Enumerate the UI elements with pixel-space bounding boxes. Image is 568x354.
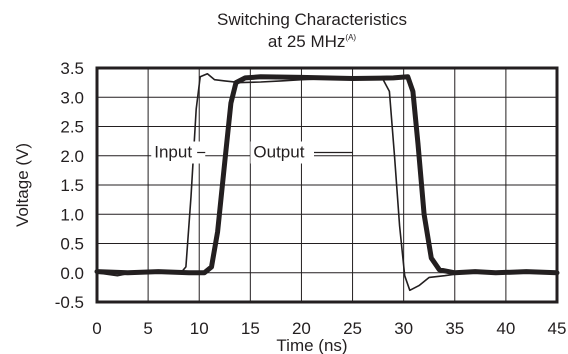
y-tick-label: -0.5 bbox=[55, 293, 84, 312]
x-tick-label: 15 bbox=[241, 319, 260, 338]
y-tick-label: 1.0 bbox=[60, 205, 84, 224]
x-axis-label: Time (ns) bbox=[276, 336, 347, 354]
x-tick-label: 20 bbox=[292, 319, 311, 338]
x-tick-label: 45 bbox=[548, 319, 567, 338]
x-tick-label: 0 bbox=[92, 319, 101, 338]
annotation-group: Input Output bbox=[151, 141, 353, 164]
chart-title: Switching Characteristics bbox=[217, 10, 407, 29]
y-tick-label: 0.0 bbox=[60, 264, 84, 283]
chart-subtitle-text: at 25 MHz bbox=[268, 32, 345, 51]
y-tick-label: 2.5 bbox=[60, 118, 84, 137]
y-tick-labels: 3.5 3.0 2.5 2.0 1.5 1.0 0.5 0.0 -0.5 bbox=[55, 59, 84, 312]
chart-subtitle: at 25 MHz(A) bbox=[268, 32, 356, 51]
x-tick-label: 30 bbox=[394, 319, 413, 338]
y-tick-label: 3.5 bbox=[60, 59, 84, 78]
x-tick-labels: 0 5 10 15 20 25 30 35 40 45 bbox=[92, 319, 566, 338]
y-tick-label: 1.5 bbox=[60, 176, 84, 195]
x-tick-label: 5 bbox=[143, 319, 152, 338]
x-tick-label: 40 bbox=[496, 319, 515, 338]
annotation-label: Input bbox=[154, 143, 192, 162]
annotation-label-bg bbox=[151, 141, 206, 164]
x-tick-label: 25 bbox=[343, 319, 362, 338]
series-line-output bbox=[94, 74, 560, 276]
annotation-label-bg bbox=[250, 141, 314, 164]
annotation-label: Output bbox=[253, 143, 304, 162]
y-axis-label: Voltage (V) bbox=[13, 143, 32, 227]
y-tick-label: 3.0 bbox=[60, 88, 84, 107]
plot-frame bbox=[95, 66, 559, 304]
y-tick-label: 2.0 bbox=[60, 147, 84, 166]
grid bbox=[97, 68, 557, 302]
series-line-input bbox=[96, 73, 558, 292]
y-tick-label: 0.5 bbox=[60, 235, 84, 254]
series-group bbox=[94, 73, 560, 292]
chart-subtitle-sup: (A) bbox=[345, 33, 356, 42]
x-tick-label: 10 bbox=[190, 319, 209, 338]
x-tick-label: 35 bbox=[445, 319, 464, 338]
